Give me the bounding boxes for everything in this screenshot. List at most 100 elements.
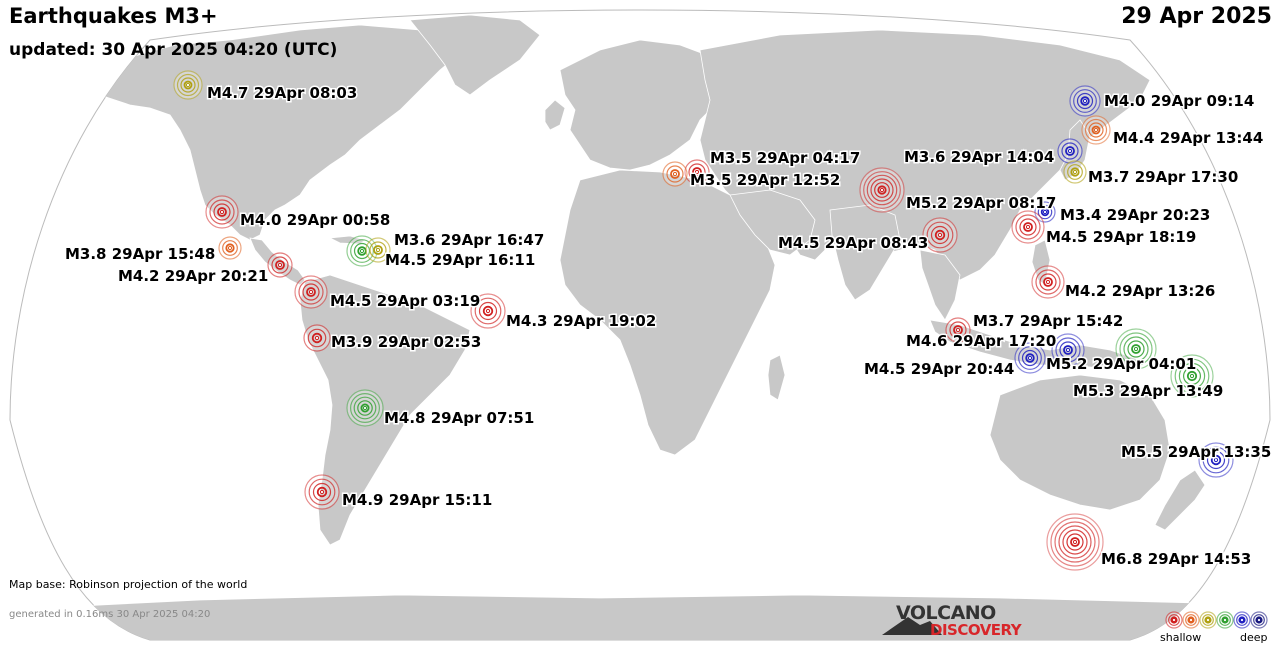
earthquake-label[interactable]: M4.5 29Apr 16:11 xyxy=(384,250,537,271)
marker-ring xyxy=(209,199,235,225)
earthquake-label[interactable]: M4.0 29Apr 00:58 xyxy=(239,210,392,231)
earthquake-label[interactable]: M3.5 29Apr 12:52 xyxy=(689,170,842,191)
earthquake-label[interactable]: M4.7 29Apr 08:03 xyxy=(206,83,359,104)
marker-center-dot xyxy=(1027,355,1033,361)
earthquake-label[interactable]: M4.2 29Apr 13:26 xyxy=(1064,281,1217,302)
marker-ring xyxy=(1061,142,1079,160)
earthquake-label[interactable]: M3.4 29Apr 20:23 xyxy=(1059,205,1212,226)
earthquake-label[interactable]: M5.2 29Apr 04:01 xyxy=(1045,354,1198,375)
marker-ring xyxy=(1054,521,1096,563)
earthquake-markers xyxy=(173,70,1234,571)
earthquake-marker[interactable] xyxy=(1057,138,1083,164)
marker-center-dot xyxy=(1072,539,1078,545)
marker-ring xyxy=(1073,89,1097,113)
legend-depth-ring[interactable] xyxy=(1233,611,1251,629)
marker-center-dot xyxy=(1205,617,1211,623)
landmass-australia xyxy=(989,374,1171,511)
earthquake-marker[interactable] xyxy=(346,389,384,427)
earthquake-label[interactable]: M4.9 29Apr 15:11 xyxy=(341,490,494,511)
earthquake-marker[interactable] xyxy=(1170,354,1214,398)
earthquake-label[interactable]: M3.8 29Apr 15:48 xyxy=(64,244,217,265)
volcano-discovery-logo[interactable]: VOLCANO DISCOVERY xyxy=(880,602,1040,639)
landmass-indonesia xyxy=(929,319,1141,371)
earthquake-label[interactable]: M4.3 29Apr 19:02 xyxy=(505,311,658,332)
legend-depth-ring[interactable] xyxy=(1182,611,1200,629)
marker-ring xyxy=(357,400,373,416)
earthquake-marker[interactable] xyxy=(365,237,391,263)
earthquake-label[interactable]: M6.8 29Apr 14:53 xyxy=(1100,549,1253,570)
earthquake-marker[interactable] xyxy=(1063,160,1087,184)
earthquake-label[interactable]: M4.5 29Apr 08:43 xyxy=(777,233,930,254)
updated-timestamp: updated: 30 Apr 2025 04:20 (UTC) xyxy=(9,40,338,60)
earthquake-label[interactable]: M4.0 29Apr 09:14 xyxy=(1103,91,1256,112)
earthquake-label[interactable]: M4.8 29Apr 07:51 xyxy=(383,408,536,429)
earthquake-label[interactable]: M4.5 29Apr 18:19 xyxy=(1045,227,1198,248)
earthquake-marker[interactable] xyxy=(218,236,242,260)
earthquake-marker[interactable] xyxy=(1081,115,1111,145)
earthquake-marker[interactable] xyxy=(1198,442,1234,478)
landmass-caribbean xyxy=(328,235,366,245)
earthquake-label[interactable]: M5.5 29Apr 13:35 xyxy=(1120,442,1273,463)
legend-depth-ring[interactable] xyxy=(1250,611,1268,629)
earthquake-label[interactable]: M4.5 29Apr 03:19 xyxy=(329,291,482,312)
marker-ring xyxy=(482,305,494,317)
marker-center-dot xyxy=(185,82,191,88)
earthquake-marker[interactable] xyxy=(1011,210,1045,244)
earthquake-label[interactable]: M3.9 29Apr 02:53 xyxy=(330,332,483,353)
marker-center-dot xyxy=(1067,148,1073,154)
landmass-new-zealand xyxy=(1154,469,1206,531)
marker-center-dot xyxy=(1025,224,1031,230)
marker-ring xyxy=(1238,616,1246,624)
earthquake-label[interactable]: M4.4 29Apr 13:44 xyxy=(1112,128,1265,149)
marker-center-dot xyxy=(1045,279,1051,285)
landmass-antarctica xyxy=(10,594,1270,640)
earthquake-marker[interactable] xyxy=(945,317,971,343)
earthquake-marker[interactable] xyxy=(1031,265,1065,299)
earthquake-label[interactable]: M3.6 29Apr 14:04 xyxy=(903,147,1056,168)
earthquake-marker[interactable] xyxy=(1069,85,1101,117)
marker-center-dot xyxy=(694,169,700,175)
marker-center-dot xyxy=(1133,346,1139,352)
earthquake-marker[interactable] xyxy=(1115,328,1157,370)
marker-ring xyxy=(1055,337,1081,363)
legend-depth-ring[interactable] xyxy=(1165,611,1183,629)
earthquake-marker[interactable] xyxy=(267,252,293,278)
marker-ring xyxy=(953,325,963,335)
legend-depth-ring[interactable] xyxy=(1199,611,1217,629)
earthquake-marker[interactable] xyxy=(205,195,239,229)
earthquake-label[interactable]: M3.5 29Apr 04:17 xyxy=(709,148,862,169)
marker-ring xyxy=(692,167,702,177)
earthquake-marker[interactable] xyxy=(1046,513,1104,571)
earthquake-marker[interactable] xyxy=(304,474,340,510)
marker-ring xyxy=(1015,214,1041,240)
earthquake-marker[interactable] xyxy=(859,167,905,213)
earthquake-marker[interactable] xyxy=(1014,342,1046,374)
earthquake-marker[interactable] xyxy=(303,324,331,352)
earthquake-label[interactable]: M3.7 29Apr 15:42 xyxy=(972,311,1125,332)
earthquake-label[interactable]: M3.7 29Apr 17:30 xyxy=(1087,167,1240,188)
earthquake-label[interactable]: M4.5 29Apr 20:44 xyxy=(863,359,1016,380)
marker-ring xyxy=(1084,118,1108,142)
earthquake-label[interactable]: M3.6 29Apr 16:47 xyxy=(393,230,546,251)
earthquake-label[interactable]: M5.2 29Apr 08:17 xyxy=(905,193,1058,214)
marker-center-dot xyxy=(1256,617,1262,623)
marker-ring xyxy=(1040,207,1050,217)
marker-ring xyxy=(183,80,193,90)
earthquake-marker[interactable] xyxy=(1051,333,1085,367)
earthquake-marker[interactable] xyxy=(173,70,203,100)
marker-center-dot xyxy=(227,245,233,251)
depth-legend-rings xyxy=(1165,611,1268,629)
marker-ring xyxy=(302,283,320,301)
earthquake-marker[interactable] xyxy=(662,161,688,187)
earthquake-label[interactable]: M4.6 29Apr 17:20 xyxy=(905,331,1058,352)
earthquake-marker[interactable] xyxy=(294,275,328,309)
earthquake-label[interactable]: M4.2 29Apr 20:21 xyxy=(117,266,270,287)
marker-ring xyxy=(1088,122,1104,138)
legend-depth-ring[interactable] xyxy=(1216,611,1234,629)
marker-ring xyxy=(926,221,954,249)
earthquake-marker[interactable] xyxy=(922,217,958,253)
earthquake-marker[interactable] xyxy=(684,159,710,185)
earthquake-label[interactable]: M5.3 29Apr 13:49 xyxy=(1072,381,1225,402)
earthquake-marker[interactable] xyxy=(470,293,506,329)
